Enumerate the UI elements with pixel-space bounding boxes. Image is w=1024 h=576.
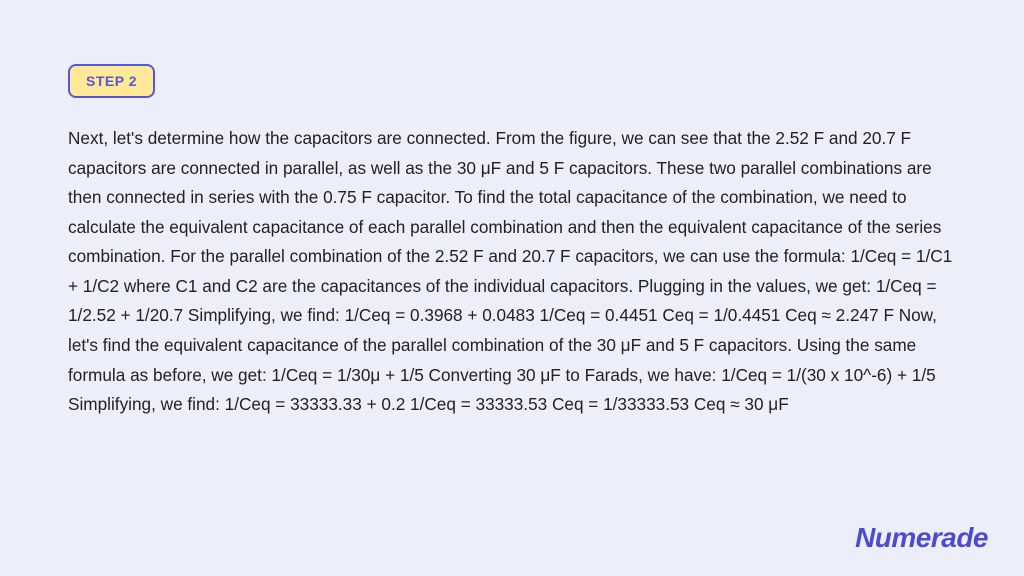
brand-logo: Numerade (855, 522, 988, 554)
explanation-text: Next, let's determine how the capacitors… (68, 124, 956, 420)
brand-name: Numerade (855, 522, 988, 553)
content-area: STEP 2 Next, let's determine how the cap… (0, 0, 1024, 420)
step-badge: STEP 2 (68, 64, 155, 98)
step-label: STEP 2 (86, 73, 137, 89)
